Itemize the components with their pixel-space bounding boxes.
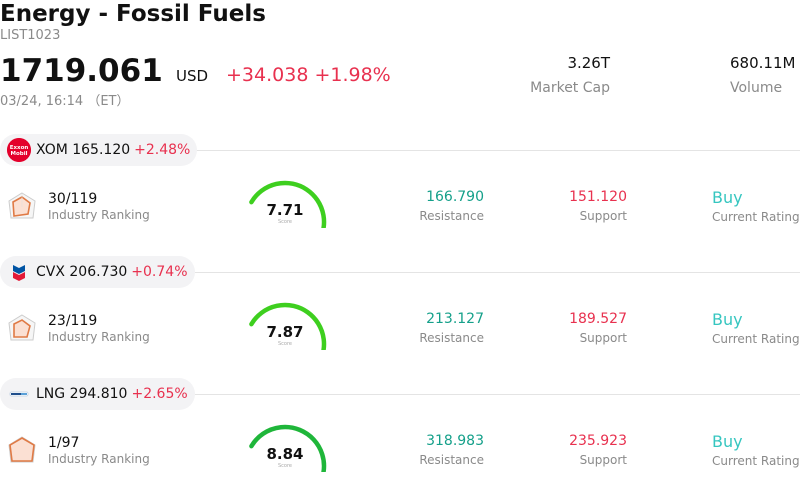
stock-chip-lng[interactable]: LNG 294.810 +2.65%: [0, 378, 195, 410]
svg-text:Mobil: Mobil: [11, 151, 28, 157]
radar-chart-icon: [8, 314, 36, 341]
support-value: 235.923: [569, 433, 627, 449]
resistance-stat: 318.983 Resistance: [419, 433, 484, 467]
rating-label: Current Rating: [712, 332, 800, 346]
score-value: 8.84: [266, 445, 304, 463]
rating-value: Buy: [712, 188, 743, 207]
industry-rank-label: Industry Ranking: [48, 208, 150, 222]
resistance-label: Resistance: [419, 453, 484, 467]
current-rating[interactable]: Buy Current Rating: [712, 432, 800, 468]
support-value: 189.527: [569, 311, 627, 327]
exxonmobil-logo-icon: Exxon Mobil: [7, 138, 31, 162]
currency-label: USD: [176, 67, 209, 85]
score-value: 7.87: [266, 323, 304, 341]
score-label: Score: [277, 463, 292, 469]
resistance-value: 166.790: [426, 189, 484, 205]
score-label: Score: [277, 341, 292, 347]
rating-label: Current Rating: [712, 454, 800, 468]
index-price: 1719.061: [0, 53, 163, 89]
stock-change-pct: +2.48%: [134, 142, 191, 158]
gauge-fill: [249, 180, 327, 228]
stock-chip-cvx[interactable]: CVX 206.730 +0.74%: [0, 256, 195, 288]
support-stat: 189.527 Support: [569, 311, 627, 345]
rating-value: Buy: [712, 432, 743, 451]
radar-chart-icon: [8, 436, 36, 463]
rating-value: Buy: [712, 310, 743, 329]
row-divider: [195, 272, 800, 273]
stock-change-pct: +0.74%: [131, 264, 188, 280]
stock-ticker-price: CVX 206.730: [36, 264, 128, 280]
market-cap-stat: 3.26T Market Cap: [530, 54, 610, 96]
stock-ticker-price: LNG 294.810: [36, 386, 128, 402]
volume-label: Volume: [730, 80, 783, 96]
score-gauge: [249, 424, 327, 472]
resistance-stat: 213.127 Resistance: [419, 311, 484, 345]
stock-change-pct: +2.65%: [131, 386, 188, 402]
industry-rank-value: 1/97: [48, 435, 80, 451]
gauge-fill: [249, 424, 327, 472]
resistance-stat: 166.790 Resistance: [419, 189, 484, 223]
radar-chart-icon: [8, 192, 36, 219]
row-divider: [195, 150, 800, 151]
row-divider: [195, 394, 800, 395]
price-change: +34.038 +1.98%: [226, 64, 391, 86]
support-label: Support: [579, 453, 627, 467]
volume-value: 680.11M: [730, 54, 796, 72]
resistance-value: 318.983: [426, 433, 484, 449]
gauge-fill: [249, 302, 327, 350]
stock-ticker-price: XOM 165.120: [36, 142, 131, 158]
quote-datetime: 03/24, 16:14 （ET）: [0, 94, 130, 109]
score-value: 7.71: [266, 201, 304, 219]
support-label: Support: [579, 331, 627, 345]
resistance-label: Resistance: [419, 209, 484, 223]
score-label: Score: [277, 219, 292, 225]
page-title: Energy - Fossil Fuels: [0, 1, 266, 27]
cheniere-logo-icon: [7, 382, 31, 406]
chevron-logo-icon: [7, 260, 31, 284]
volume-stat: 680.11M Volume: [730, 54, 796, 96]
svg-text:Exxon: Exxon: [10, 145, 29, 151]
score-gauge: [249, 180, 327, 228]
market-cap-value: 3.26T: [567, 54, 610, 72]
list-code: LIST1023: [0, 28, 61, 43]
current-rating[interactable]: Buy Current Rating: [712, 188, 800, 224]
industry-rank-value: 30/119: [48, 191, 98, 207]
support-label: Support: [579, 209, 627, 223]
resistance-value: 213.127: [426, 311, 484, 327]
score-gauge: [249, 302, 327, 350]
support-stat: 235.923 Support: [569, 433, 627, 467]
market-cap-label: Market Cap: [530, 80, 610, 96]
rating-label: Current Rating: [712, 210, 800, 224]
industry-rank-value: 23/119: [48, 313, 98, 329]
industry-rank-label: Industry Ranking: [48, 330, 150, 344]
stock-chip-xom[interactable]: Exxon Mobil XOM 165.120 +2.48%: [0, 134, 198, 166]
support-stat: 151.120 Support: [569, 189, 627, 223]
current-rating[interactable]: Buy Current Rating: [712, 310, 800, 346]
support-value: 151.120: [569, 189, 627, 205]
resistance-label: Resistance: [419, 331, 484, 345]
industry-rank-label: Industry Ranking: [48, 452, 150, 466]
